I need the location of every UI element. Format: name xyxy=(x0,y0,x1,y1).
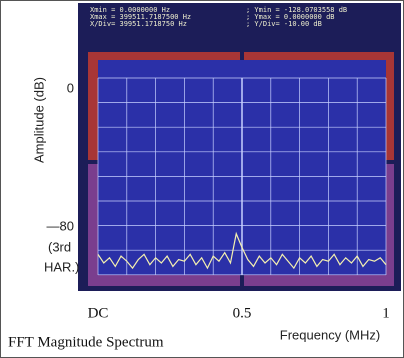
screen-text: Xmax = 399511.7187500 Hz xyxy=(90,13,191,21)
screen-grid xyxy=(97,77,387,276)
spectrum-line xyxy=(97,231,387,270)
annotation: (3rd xyxy=(48,239,71,254)
screen-text: Xmin = 0.0000000 Hz xyxy=(90,6,170,14)
x-axis-label: Frequency (MHz) xyxy=(280,327,380,342)
screen-text: ; Ymax = 0.0000000 dB xyxy=(246,13,335,21)
y-tick-label: —80 xyxy=(47,218,74,233)
screen-text: ; Ymin = -128.0703558 dB xyxy=(246,6,347,14)
y-axis-label: Amplitude (dB) xyxy=(31,77,46,163)
y-tick-label: 0 xyxy=(67,81,74,96)
x-tick-label: 0.5 xyxy=(233,305,252,321)
x-tick-label: DC xyxy=(88,305,109,321)
x-tick-label: 1 xyxy=(382,305,390,321)
annotation: HAR.) xyxy=(44,259,79,274)
screen-text: ; Y/Div= -10.00 dB xyxy=(246,20,322,28)
chart-title: FFT Magnitude Spectrum xyxy=(8,334,164,350)
screen-text: X/Div= 39951.1718750 Hz xyxy=(90,20,187,28)
